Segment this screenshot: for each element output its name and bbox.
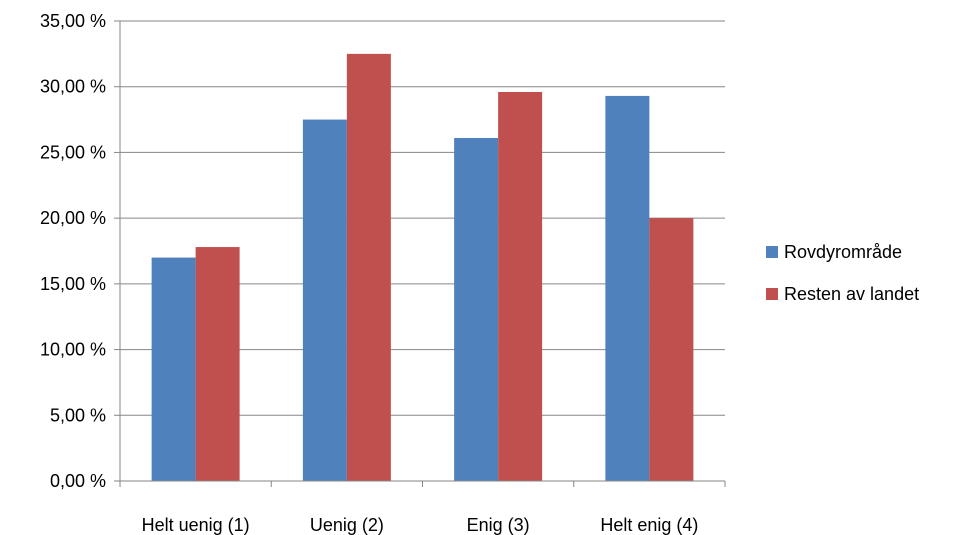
legend-item-series-1: Rovdyrområde <box>766 240 919 264</box>
bar-series-2 <box>195 247 240 481</box>
x-tick-label: Uenig (2) <box>310 515 384 535</box>
bar-series-1 <box>302 119 347 482</box>
bar-series-1 <box>454 137 499 481</box>
legend-label-series-2: Resten av landet <box>784 283 920 304</box>
bar-series-2 <box>649 218 694 481</box>
y-tick-label: 5,00 % <box>50 405 106 425</box>
legend-item-series-2: Resten av landet <box>766 282 919 306</box>
legend: Rovdyrområde Resten av landet <box>766 240 919 324</box>
x-tick-label: Helt enig (4) <box>600 515 698 535</box>
legend-swatch-series-2 <box>766 288 778 300</box>
y-tick-label: 15,00 % <box>40 274 106 294</box>
x-axis: Helt uenig (1) Uenig (2) Enig (3) Helt enig… <box>119 480 726 535</box>
y-tick-label: 20,00 % <box>40 208 106 228</box>
bar-series-1 <box>605 95 650 482</box>
x-tick-label: Enig (3) <box>467 515 530 535</box>
x-tick-label: Helt uenig (1) <box>142 515 250 535</box>
legend-swatch-series-1 <box>766 246 778 258</box>
bar-series-2 <box>346 53 391 481</box>
y-tick-label: 0,00 % <box>50 471 106 491</box>
y-axis: 0,00 % 5,00 % 10,00 % 15,00 % 20,00 % 25,00 %… <box>40 11 121 491</box>
legend-label-series-1: Rovdyrområde <box>784 241 903 262</box>
y-tick-label: 10,00 % <box>40 340 106 360</box>
y-tick-label: 35,00 % <box>40 11 106 31</box>
bar-series-2 <box>498 91 543 481</box>
bars <box>151 53 694 482</box>
y-tick-label: 30,00 % <box>40 77 106 97</box>
y-tick-label: 25,00 % <box>40 142 106 162</box>
bar-series-1 <box>151 257 196 481</box>
